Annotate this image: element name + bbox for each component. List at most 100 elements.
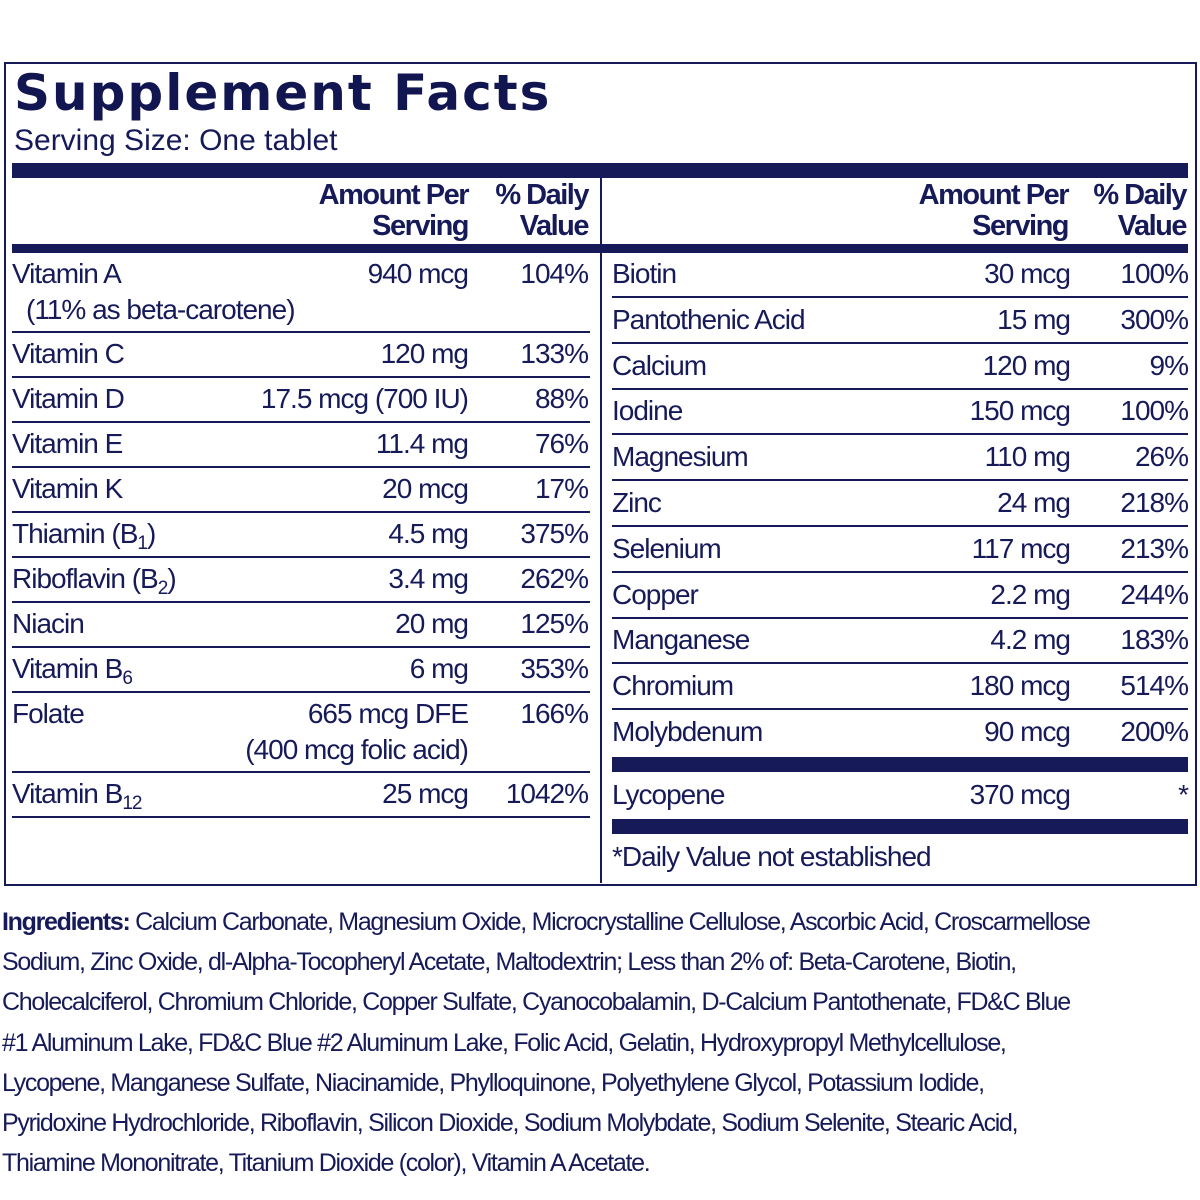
nutrient-dv: 514% xyxy=(1120,670,1189,702)
nutrient-row: Vitamin B12 25 mcg 1042% xyxy=(12,773,590,818)
nutrient-row: Biotin 30 mcg 100% xyxy=(612,253,1189,298)
nutrient-dv: 88% xyxy=(534,383,589,414)
nutrient-name: Vitamin D xyxy=(12,382,125,416)
nutrient-row: Molybdenum 90 mcg 200% xyxy=(612,711,1189,754)
nutrient-row-lycopene: Lycopene 370 mcg * xyxy=(612,774,1189,818)
nutrient-name-text: Niacin xyxy=(12,608,85,639)
divider-header-right xyxy=(602,244,1188,253)
nutrient-dv: 218% xyxy=(1120,487,1189,518)
nutrient-amount: 30 mcg xyxy=(984,258,1071,289)
nutrient-name-text: Riboflavin (B xyxy=(12,563,159,594)
nutrient-name: Vitamin B6 xyxy=(12,652,133,689)
ingredients-label: Ingredients: xyxy=(2,908,131,936)
nutrient-name-text: Vitamin D xyxy=(12,383,125,414)
nutrient-row: Vitamin A 940 mcg 104% (11% as beta-caroten… xyxy=(12,253,590,333)
nutrient-name: Vitamin A xyxy=(12,257,122,291)
ingredients: Ingredients: Calcium Carbonate, Magnesiu… xyxy=(2,902,1092,1183)
nutrient-name: Vitamin E xyxy=(12,427,123,461)
header-amount-line2: Serving xyxy=(372,210,469,242)
nutrient-amount: 117 mcg xyxy=(971,532,1071,564)
header-dv-left: % Daily Value xyxy=(480,179,590,242)
subscript: 6 xyxy=(122,668,133,689)
nutrient-amount: 665 mcg DFE xyxy=(307,698,469,729)
nutrient-name-text: Vitamin E xyxy=(12,428,123,459)
nutrient-amount: 20 mg xyxy=(395,608,469,639)
nutrient-amount: 25 mcg xyxy=(382,778,469,809)
nutrient-row: Iodine 150 mcg 100% xyxy=(612,390,1189,436)
nutrient-dv: 26% xyxy=(1134,441,1189,473)
nutrient-row: Chromium 180 mcg 514% xyxy=(612,665,1189,711)
nutrient-name-text: Vitamin C xyxy=(12,338,125,369)
header-amount-left: Amount Per Serving xyxy=(300,179,470,242)
nutrient-amount: 11.4 mg xyxy=(375,428,469,459)
nutrient-amount: 4.2 mg xyxy=(990,624,1071,656)
nutrient-amount: 4.5 mg xyxy=(388,518,469,549)
subscript: 2 xyxy=(157,578,169,599)
nutrient-dv: 76% xyxy=(534,428,589,459)
nutrient-row: Vitamin E 11.4 mg 76% xyxy=(12,423,590,468)
nutrient-name-text: Folate xyxy=(12,698,85,729)
header-dv-line2: Value xyxy=(1117,210,1188,242)
nutrient-dv: 213% xyxy=(1120,532,1189,564)
nutrient-amount: 120 mg xyxy=(380,338,469,369)
serving-size: Serving Size: One tablet xyxy=(14,124,338,157)
nutrient-amount: 110 mg xyxy=(984,441,1071,473)
nutrient-name: Manganese xyxy=(612,624,750,656)
nutrient-dv: 375% xyxy=(520,518,589,549)
nutrient-dv: 244% xyxy=(1120,578,1189,610)
nutrient-row: Niacin 20 mg 125% xyxy=(12,603,590,648)
nutrient-dv: 104% xyxy=(520,258,589,289)
nutrient-name: Lycopene xyxy=(612,779,725,810)
nutrient-name-text: Vitamin B xyxy=(12,653,123,684)
nutrient-amount: 150 mcg xyxy=(969,395,1071,427)
nutrient-dv: 100% xyxy=(1120,395,1189,427)
nutrient-amount: 20 mcg xyxy=(382,473,469,504)
nutrient-dv: 133% xyxy=(520,338,589,369)
nutrient-name: Biotin xyxy=(612,258,677,289)
nutrient-name: Chromium xyxy=(612,670,734,702)
header-amount-line1: Amount Per xyxy=(318,179,470,211)
nutrient-amount: 180 mcg xyxy=(969,670,1071,702)
divider-thick xyxy=(612,757,1188,772)
divider-header-left xyxy=(12,244,600,253)
header-amount-line1: Amount Per xyxy=(918,179,1070,211)
nutrient-row: Calcium 120 mg 9% xyxy=(612,345,1189,390)
nutrient-name: Magnesium xyxy=(612,441,749,473)
header-dv-line1: % Daily xyxy=(1093,179,1187,211)
nutrient-name-text: Vitamin B xyxy=(12,778,123,809)
amount-note: (400 mcg folic acid) xyxy=(245,734,469,765)
nutrient-amount: 6 mg xyxy=(409,653,469,684)
nutrient-name: Vitamin C xyxy=(12,337,125,371)
header-amount-right: Amount Per Serving xyxy=(900,179,1070,242)
divider-thick xyxy=(12,163,1188,178)
nutrient-name-text: Thiamin (B xyxy=(12,518,138,549)
nutrient-row: Selenium 117 mcg 213% xyxy=(612,528,1189,573)
nutrient-dv: 9% xyxy=(1149,349,1189,381)
nutrient-name-suffix: ) xyxy=(146,518,156,549)
nutrient-amount: 17.5 mcg (700 IU) xyxy=(260,383,469,414)
nutrient-row: Vitamin B6 6 mg 353% xyxy=(12,648,590,693)
nutrient-name: Zinc xyxy=(612,487,662,518)
header-dv-right: % Daily Value xyxy=(1078,179,1188,242)
nutrient-dv: * xyxy=(1178,779,1189,810)
nutrient-amount: 15 mg xyxy=(997,303,1071,335)
nutrient-name: Calcium xyxy=(612,349,707,381)
nutrient-name-text: Vitamin K xyxy=(12,473,123,504)
nutrient-amount: 24 mg xyxy=(997,487,1071,518)
supplement-facts-panel xyxy=(4,62,1197,886)
nutrient-dv: 166% xyxy=(520,698,589,729)
nutrient-name: Niacin xyxy=(12,607,85,641)
header-dv-line1: % Daily xyxy=(495,179,589,211)
nutrient-note: (11% as beta-carotene) xyxy=(26,294,296,325)
nutrient-amount: 370 mcg xyxy=(969,779,1071,810)
nutrient-name-suffix: ) xyxy=(167,563,176,594)
nutrient-dv: 100% xyxy=(1120,258,1189,289)
header-dv-line2: Value xyxy=(519,210,590,242)
nutrient-name: Selenium xyxy=(612,532,722,564)
nutrient-dv: 300% xyxy=(1120,303,1189,335)
nutrient-dv: 353% xyxy=(520,653,589,684)
nutrient-amount: 2.2 mg xyxy=(990,578,1071,610)
nutrient-amount: 120 mg xyxy=(982,349,1071,381)
nutrient-row: Pantothenic Acid 15 mg 300% xyxy=(612,299,1189,344)
subscript: 12 xyxy=(122,793,142,814)
